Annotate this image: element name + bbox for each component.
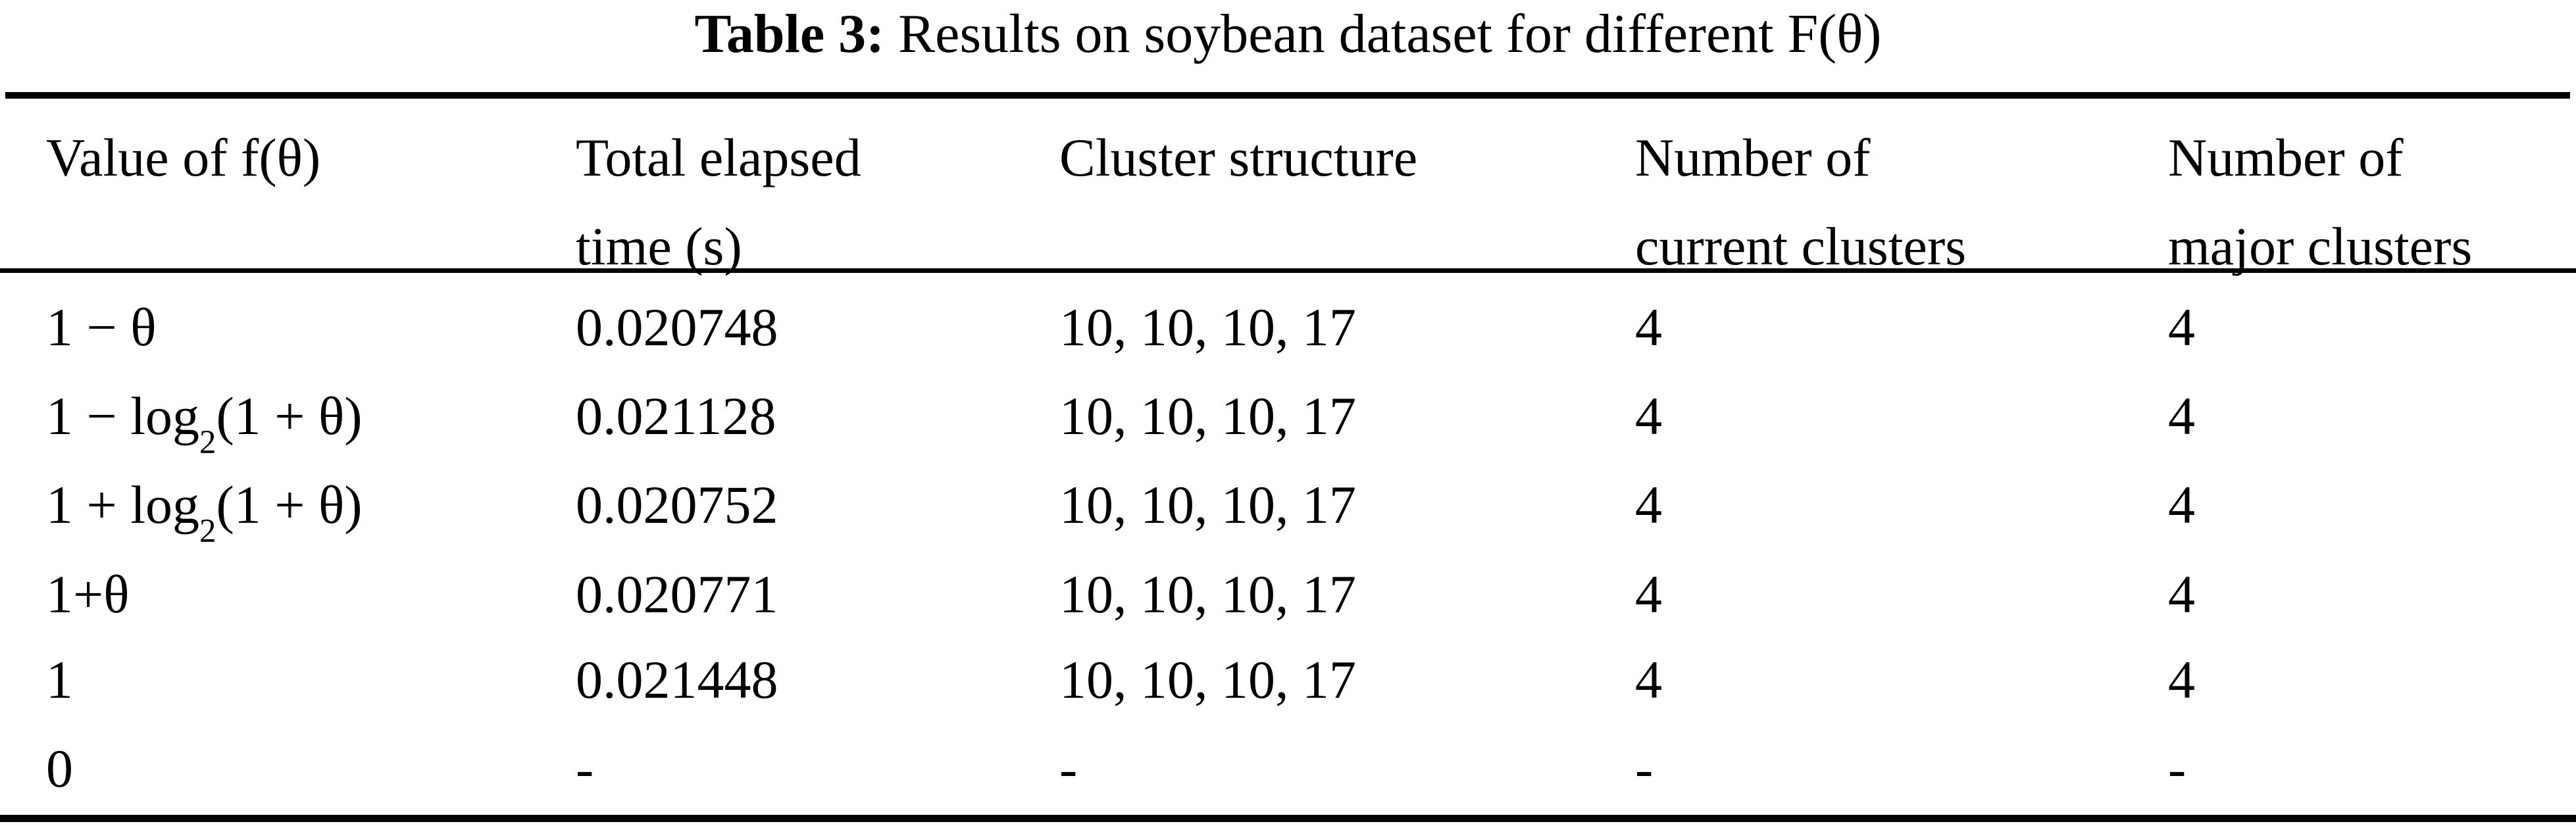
table-caption-label: Table 3: — [694, 3, 885, 64]
major-clusters-cell: 4 — [2168, 564, 2195, 624]
f-theta-cell: 1 — [46, 650, 73, 710]
elapsed-time-cell: 0.020748 — [576, 297, 778, 357]
f-theta-cell: 1 − θ — [46, 297, 157, 357]
f-theta-cell: 1 + log2(1 + θ) — [46, 475, 363, 549]
elapsed-time-cell: - — [576, 739, 594, 798]
cluster-structure-cell: 10, 10, 10, 17 — [1059, 297, 1356, 357]
major-clusters-cell: 4 — [2168, 386, 2195, 446]
header-number-current-clusters: Number of current clusters — [1635, 113, 1966, 291]
header-cluster-structure: Cluster structure — [1059, 113, 1417, 202]
log-subscript: 2 — [199, 423, 216, 460]
header-number-major-clusters: Number of major clusters — [2168, 113, 2472, 291]
header-line2: current clusters — [1635, 216, 1967, 276]
header-line2: time (s) — [576, 216, 742, 276]
f-theta-cell: 1+θ — [46, 564, 130, 624]
current-clusters-cell: 4 — [1635, 650, 1662, 710]
cluster-structure-cell: 10, 10, 10, 17 — [1059, 650, 1356, 710]
elapsed-time-cell: 0.020771 — [576, 564, 778, 624]
current-clusters-cell: 4 — [1635, 475, 1662, 535]
table-caption-text: Results on soybean dataset for different… — [884, 3, 1882, 64]
elapsed-time-cell: 0.021128 — [576, 386, 776, 446]
cluster-structure-cell: 10, 10, 10, 17 — [1059, 564, 1356, 624]
table-row: 0 - - - - — [0, 724, 2576, 813]
header-line2: major clusters — [2168, 216, 2473, 276]
table-row: 1 + log2(1 + θ) 0.020752 10, 10, 10, 17 … — [0, 460, 2576, 549]
top-rule — [5, 92, 2570, 99]
cluster-structure-cell: 10, 10, 10, 17 — [1059, 475, 1356, 535]
header-line1: Number of — [2168, 128, 2404, 187]
table-row: 1 − log2(1 + θ) 0.021128 10, 10, 10, 17 … — [0, 372, 2576, 460]
major-clusters-cell: - — [2168, 739, 2186, 798]
header-rule — [0, 268, 2576, 273]
table-header-row: Value of f(θ) Total elapsed time (s) Clu… — [0, 113, 2576, 291]
table-row: 1 0.021448 10, 10, 10, 17 4 4 — [0, 635, 2576, 724]
elapsed-time-cell: 0.020752 — [576, 475, 778, 535]
f-theta-cell: 1 − log2(1 + θ) — [46, 386, 363, 460]
major-clusters-cell: 4 — [2168, 650, 2195, 710]
header-line1: Cluster structure — [1059, 128, 1418, 187]
major-clusters-cell: 4 — [2168, 475, 2195, 535]
f-theta-cell: 0 — [46, 739, 73, 798]
header-value-f-theta: Value of f(θ) — [46, 113, 320, 202]
current-clusters-cell: 4 — [1635, 386, 1662, 446]
log-subscript: 2 — [199, 512, 216, 549]
current-clusters-cell: 4 — [1635, 297, 1662, 357]
header-total-elapsed-time: Total elapsed time (s) — [576, 113, 861, 291]
elapsed-time-cell: 0.021448 — [576, 650, 778, 710]
header-line1: Total elapsed — [576, 128, 861, 187]
current-clusters-cell: - — [1635, 739, 1654, 798]
cluster-structure-cell: 10, 10, 10, 17 — [1059, 386, 1356, 446]
table-caption: Table 3: Results on soybean dataset for … — [0, 1, 2576, 67]
cluster-structure-cell: - — [1059, 739, 1078, 798]
table-row: 1+θ 0.020771 10, 10, 10, 17 4 4 — [0, 550, 2576, 639]
current-clusters-cell: 4 — [1635, 564, 1662, 624]
bottom-rule — [0, 815, 2576, 822]
major-clusters-cell: 4 — [2168, 297, 2195, 357]
table-row: 1 − θ 0.020748 10, 10, 10, 17 4 4 — [0, 283, 2576, 372]
header-line1: Value of f(θ) — [46, 128, 321, 187]
header-line1: Number of — [1635, 128, 1871, 187]
